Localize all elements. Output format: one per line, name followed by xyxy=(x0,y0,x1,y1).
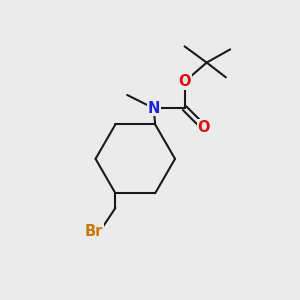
Text: Br: Br xyxy=(85,224,104,239)
Text: O: O xyxy=(197,120,210,135)
Text: N: N xyxy=(148,101,160,116)
Text: O: O xyxy=(178,74,191,89)
